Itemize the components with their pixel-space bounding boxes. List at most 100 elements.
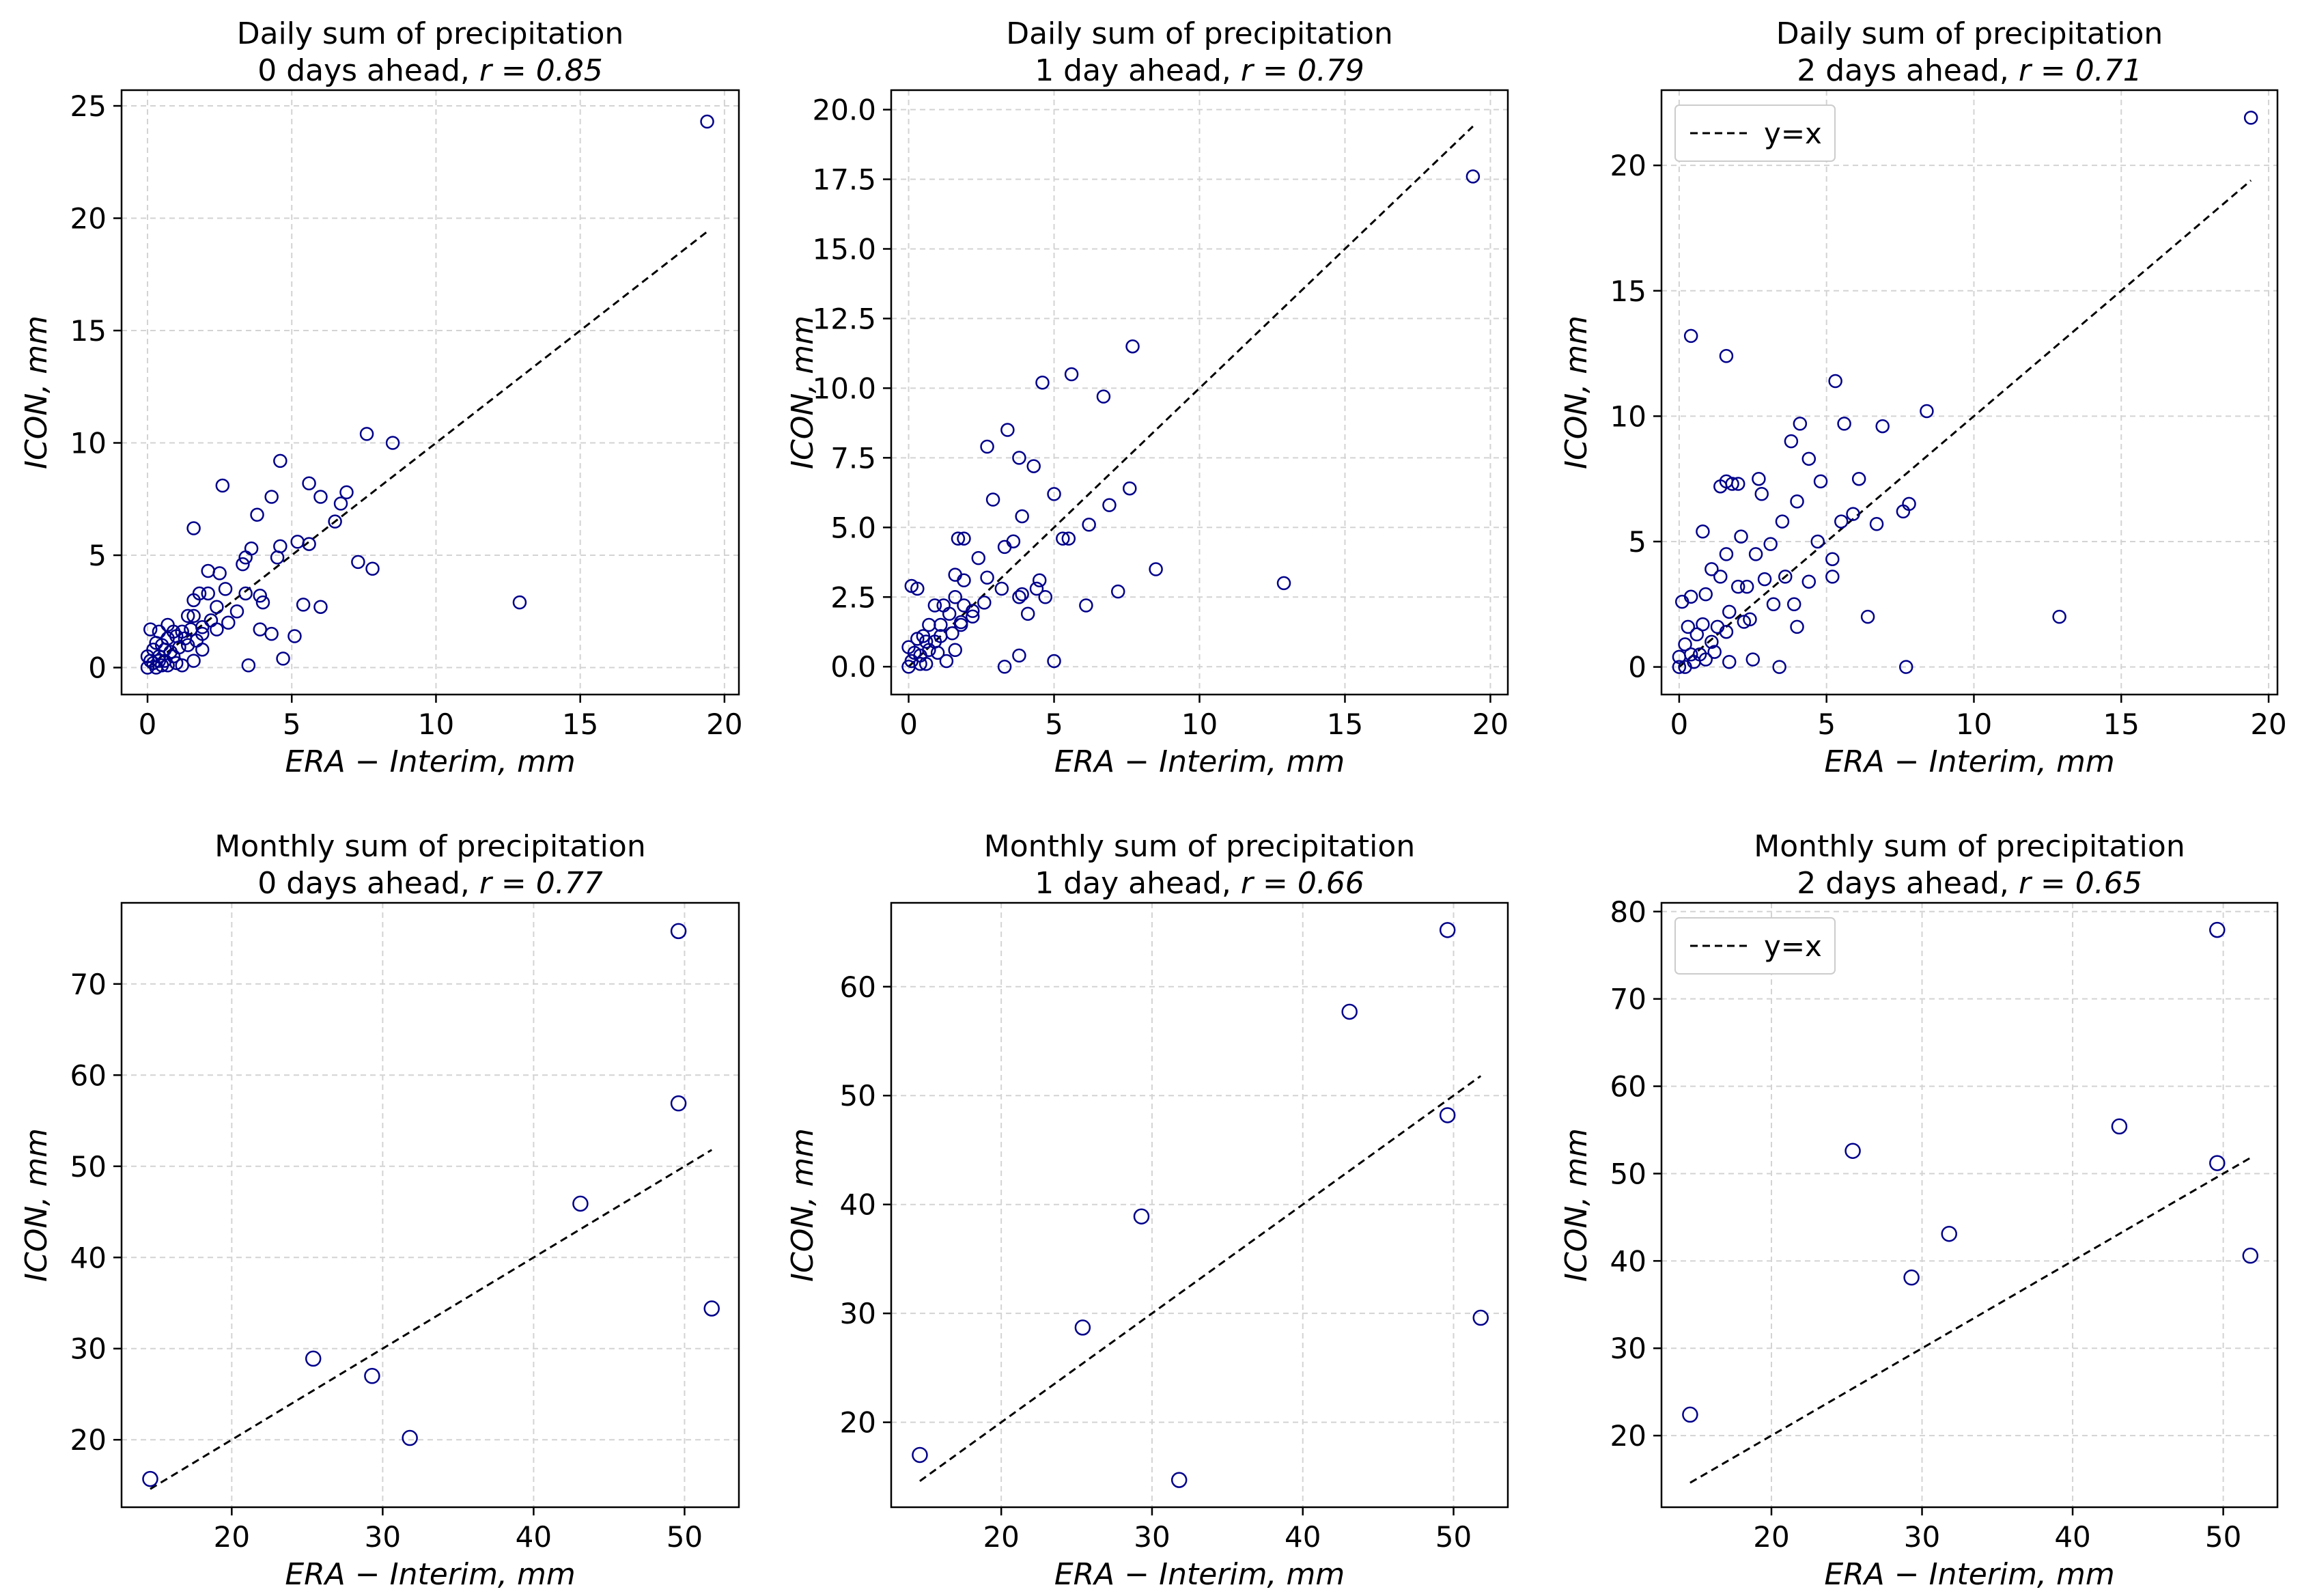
data-point: [703, 1300, 720, 1317]
y-tick-label: 20: [1610, 1419, 1646, 1453]
data-point: [1790, 494, 1804, 509]
x-tick-label: 40: [1285, 1520, 1321, 1554]
chart-panel-5: 20 30 40 50 20 30 40 50 60 Monthly sum of precipi…: [785, 829, 1509, 1592]
y-tick-label: 12.5: [812, 302, 876, 335]
reference-line-y-equals-x: [919, 1075, 1482, 1482]
data-point: [1678, 637, 1692, 652]
data-point: [152, 654, 167, 668]
data-point: [1722, 655, 1737, 669]
data-point: [215, 478, 230, 493]
data-point: [273, 453, 288, 468]
x-axis-label: ERA − Interim, mm: [1054, 1557, 1345, 1592]
chart-title: Daily sum of precipitation: [1776, 16, 2163, 51]
data-point: [276, 652, 290, 666]
data-point: [913, 656, 927, 671]
data-point: [1170, 1472, 1188, 1488]
data-point: [1032, 573, 1047, 588]
data-point: [244, 541, 259, 556]
subtitle-lead-time: 1 day ahead,: [1035, 53, 1241, 88]
data-point: [236, 557, 250, 572]
data-point: [1828, 374, 1842, 389]
data-point: [1698, 652, 1713, 667]
data-point: [1903, 1269, 1920, 1286]
data-point: [210, 622, 224, 636]
data-point: [1730, 579, 1745, 594]
data-point: [218, 582, 233, 596]
y-tick-label: 15.0: [812, 232, 876, 266]
data-point: [1801, 451, 1817, 466]
y-tick-label: 40: [1610, 1244, 1646, 1278]
subtitle-correlation: r = 0.85: [479, 53, 603, 88]
legend-box: [1674, 104, 1836, 162]
plot-area: [1660, 901, 2279, 1509]
y-tick-label: 30: [840, 1297, 876, 1330]
data-point: [1056, 531, 1070, 546]
y-axis-label: ICON, mm: [19, 316, 54, 469]
x-tick-label: 0: [139, 708, 157, 741]
data-point: [1778, 570, 1793, 584]
y-tick-label: 70: [70, 968, 107, 1001]
data-point: [948, 590, 962, 604]
data-point: [142, 1470, 158, 1487]
y-tick-label: 50: [70, 1150, 107, 1184]
data-point: [997, 659, 1012, 674]
subtitle-correlation: r = 0.77: [479, 866, 603, 901]
data-point: [1752, 471, 1766, 486]
y-tick-label: 20: [70, 202, 107, 236]
data-point: [1020, 606, 1035, 621]
data-point: [1672, 649, 1687, 664]
data-point: [149, 636, 163, 650]
data-point: [1082, 517, 1096, 532]
y-tick-label: 30: [1610, 1332, 1646, 1365]
data-point: [152, 624, 167, 639]
x-tick-label: 30: [1134, 1520, 1170, 1554]
data-point: [936, 598, 951, 613]
subtitle-correlation: r = 0.71: [2019, 53, 2142, 88]
data-point: [1689, 627, 1705, 642]
data-point: [1766, 597, 1781, 612]
data-point: [264, 490, 279, 504]
x-tick-label: 40: [516, 1520, 552, 1554]
data-point: [385, 436, 400, 450]
plot-area: [890, 89, 1509, 696]
data-point: [186, 593, 201, 608]
data-point: [1786, 597, 1801, 612]
data-point: [1276, 576, 1291, 591]
data-point: [1896, 504, 1911, 519]
legend-box: [1674, 917, 1836, 975]
x-tick-label: 50: [667, 1520, 703, 1554]
data-point: [951, 531, 966, 546]
data-point: [1047, 654, 1061, 669]
data-point: [1035, 375, 1050, 390]
data-point: [1696, 617, 1710, 632]
reference-line-y-equals-x: [1678, 180, 2252, 668]
x-tick-label: 10: [1181, 708, 1218, 741]
x-tick-label: 30: [365, 1520, 401, 1554]
data-point: [948, 643, 962, 657]
data-point: [273, 539, 288, 554]
y-tick-label: 10: [1610, 400, 1646, 433]
data-point: [1754, 486, 1769, 501]
data-point: [140, 660, 155, 675]
data-point: [1860, 609, 1875, 624]
y-tick-label: 10: [70, 427, 107, 460]
chart-subtitle: 2 days ahead, r = 0.65: [1797, 866, 2142, 901]
reference-line-y-equals-x: [908, 125, 1474, 668]
subtitle-correlation: r = 0.66: [1241, 866, 1364, 901]
data-point: [957, 531, 971, 546]
y-tick-label: 20: [70, 1423, 107, 1457]
data-point: [1813, 474, 1828, 489]
data-point: [1683, 328, 1698, 344]
data-point: [1096, 389, 1111, 404]
data-point: [238, 586, 253, 601]
data-point: [966, 609, 980, 624]
data-point: [313, 490, 328, 504]
data-point: [1061, 531, 1076, 546]
y-axis-label: ICON, mm: [1559, 1128, 1594, 1282]
chart-subtitle: 1 day ahead, r = 0.79: [1035, 53, 1364, 88]
data-point: [339, 485, 354, 500]
data-point: [934, 617, 948, 632]
data-point: [957, 598, 971, 613]
x-tick-label: 30: [1904, 1520, 1940, 1554]
